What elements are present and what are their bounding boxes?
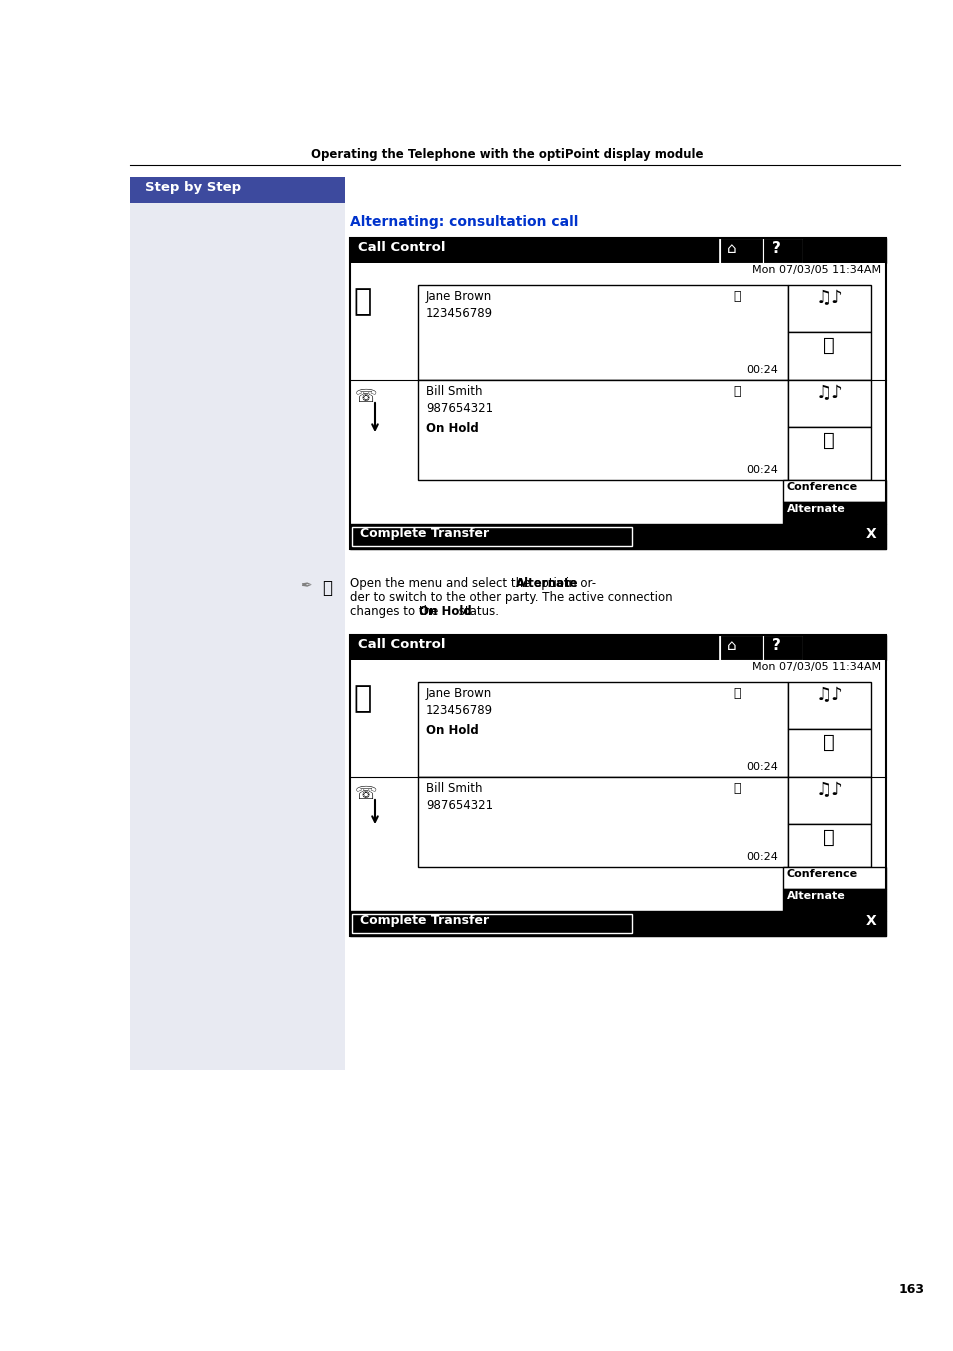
Text: 📲: 📲 [822, 734, 834, 753]
Text: 📲: 📲 [822, 828, 834, 847]
Bar [130, 177, 345, 203]
Text: Step by Step: Step by Step [145, 181, 241, 195]
Bar [352, 915, 631, 934]
Text: 📠: 📠 [353, 286, 371, 316]
Text: 📖: 📖 [732, 688, 740, 700]
Text: ?: ? [771, 638, 781, 653]
Text: Jane Brown: Jane Brown [426, 290, 492, 303]
Bar [787, 682, 870, 730]
Bar [350, 238, 885, 263]
Bar [417, 777, 787, 867]
Text: Alternate: Alternate [515, 577, 578, 590]
Bar [350, 635, 885, 661]
Bar [782, 867, 885, 889]
Text: 00:24: 00:24 [745, 465, 778, 476]
Text: X: X [864, 915, 875, 928]
Bar [787, 427, 870, 480]
Text: 📋: 📋 [322, 580, 332, 597]
Text: 987654321: 987654321 [426, 798, 493, 812]
Text: ⌂: ⌂ [726, 240, 736, 255]
Bar [802, 238, 885, 263]
Text: status.: status. [455, 605, 498, 617]
Text: ♫♪: ♫♪ [814, 384, 841, 403]
Text: Alternate: Alternate [786, 504, 845, 513]
Text: 00:24: 00:24 [745, 762, 778, 771]
Text: Jane Brown: Jane Brown [426, 688, 492, 700]
Text: 📖: 📖 [732, 782, 740, 794]
Text: 📖: 📖 [732, 290, 740, 303]
Text: 123456789: 123456789 [426, 307, 493, 320]
Text: X: X [864, 527, 875, 540]
Text: Call Control: Call Control [357, 240, 445, 254]
Text: Complete Transfer: Complete Transfer [359, 915, 489, 927]
Bar [787, 380, 870, 427]
Bar [787, 730, 870, 777]
Bar [720, 238, 762, 263]
Text: 📲: 📲 [822, 431, 834, 450]
Text: 123456789: 123456789 [426, 704, 493, 717]
Bar [350, 635, 885, 936]
Text: On Hold: On Hold [426, 422, 478, 435]
Bar [787, 332, 870, 380]
Text: Mon 07/03/05 11:34AM: Mon 07/03/05 11:34AM [751, 662, 880, 671]
Text: Conference: Conference [786, 482, 858, 492]
Bar [417, 380, 787, 480]
Text: ♫♪: ♫♪ [814, 686, 841, 704]
Text: changes to the: changes to the [350, 605, 441, 617]
Text: On Hold: On Hold [426, 724, 478, 738]
Text: ♫♪: ♫♪ [814, 289, 841, 307]
Bar [352, 527, 631, 546]
Text: Operating the Telephone with the optiPoint display module: Operating the Telephone with the optiPoi… [311, 149, 702, 161]
Bar [350, 263, 885, 285]
Bar [762, 238, 802, 263]
Text: 📖: 📖 [732, 385, 740, 399]
Text: 📲: 📲 [822, 336, 834, 355]
Bar [720, 635, 762, 661]
Bar [417, 285, 787, 380]
Text: 📠: 📠 [353, 684, 371, 713]
Text: ✒: ✒ [299, 580, 312, 593]
Text: Bill Smith: Bill Smith [426, 782, 482, 794]
Text: Call Control: Call Control [357, 638, 445, 651]
Bar [787, 777, 870, 824]
Text: ♫♪: ♫♪ [814, 781, 841, 798]
Bar [350, 911, 885, 936]
Text: 00:24: 00:24 [745, 365, 778, 376]
Text: Alternate: Alternate [786, 892, 845, 901]
Bar [802, 635, 885, 661]
Text: On Hold: On Hold [418, 605, 471, 617]
Bar [787, 285, 870, 332]
Text: ☏: ☏ [355, 388, 377, 407]
Text: Mon 07/03/05 11:34AM: Mon 07/03/05 11:34AM [751, 265, 880, 276]
Bar [417, 682, 787, 777]
Text: ⌂: ⌂ [726, 638, 736, 653]
Text: ☏: ☏ [355, 785, 377, 802]
Bar [787, 824, 870, 867]
Bar [782, 480, 885, 503]
Text: Complete Transfer: Complete Transfer [359, 527, 489, 540]
Text: der to switch to the other party. The active connection: der to switch to the other party. The ac… [350, 590, 672, 604]
Text: Conference: Conference [786, 869, 858, 880]
Text: 163: 163 [898, 1283, 924, 1296]
Bar [782, 889, 885, 911]
Bar [130, 195, 345, 1070]
Bar [762, 635, 802, 661]
Bar [782, 503, 885, 524]
Text: Open the menu and select the option: Open the menu and select the option [350, 577, 575, 590]
Text: ?: ? [771, 240, 781, 255]
Bar [350, 661, 885, 682]
Text: 987654321: 987654321 [426, 403, 493, 415]
Text: in or-: in or- [562, 577, 596, 590]
Bar [350, 524, 885, 549]
Bar [350, 238, 885, 549]
Text: 00:24: 00:24 [745, 852, 778, 862]
Text: Bill Smith: Bill Smith [426, 385, 482, 399]
Text: Alternating: consultation call: Alternating: consultation call [350, 215, 578, 230]
